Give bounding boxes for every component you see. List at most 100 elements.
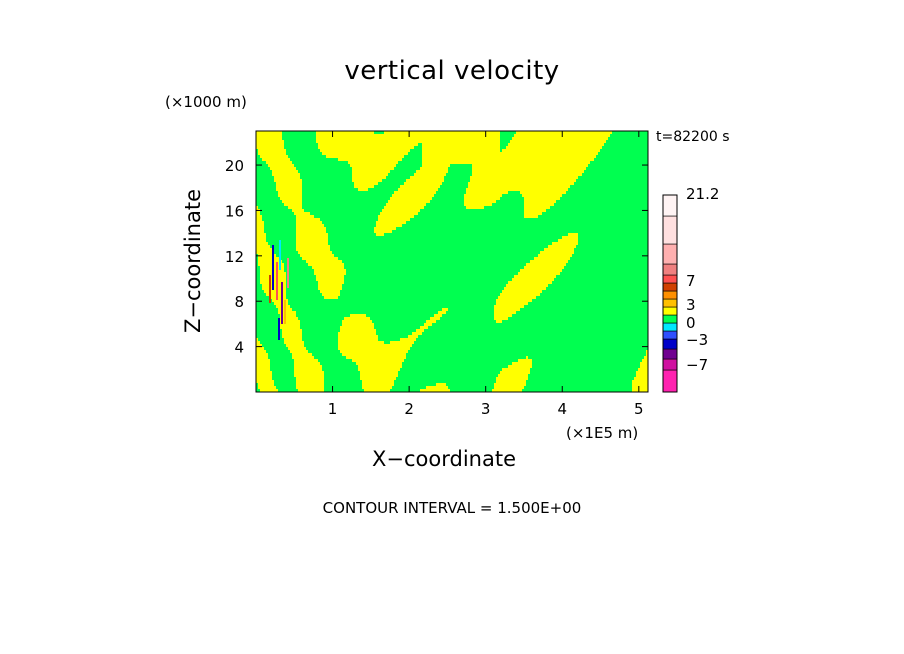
field-band — [382, 209, 420, 212]
field-band — [494, 308, 520, 311]
field-band — [258, 263, 284, 266]
field-band — [318, 146, 414, 149]
field-band — [524, 209, 546, 212]
field-band — [282, 332, 302, 335]
field-band — [422, 158, 594, 161]
field-band — [256, 137, 282, 140]
field-band — [296, 215, 314, 218]
field-band — [318, 143, 418, 146]
field-band — [276, 188, 302, 191]
field-band — [426, 386, 448, 389]
field-band — [354, 185, 374, 188]
field-band — [256, 131, 282, 134]
field-band — [632, 389, 648, 392]
field-band — [294, 368, 322, 371]
field-band — [256, 365, 270, 368]
field-band — [256, 227, 264, 230]
field-band — [526, 356, 528, 359]
field-band — [256, 377, 272, 380]
field-band — [280, 317, 298, 320]
field-disturbance — [278, 318, 280, 340]
field-band — [256, 338, 258, 341]
field-band — [422, 146, 500, 149]
x-tick-label: 1 — [328, 400, 338, 418]
field-band — [316, 140, 500, 143]
field-band — [314, 269, 346, 272]
field-band — [352, 173, 388, 176]
field-disturbance — [281, 282, 283, 324]
field-band — [416, 170, 448, 173]
colorbar-level — [662, 194, 678, 217]
field-band — [296, 383, 324, 386]
field-band — [494, 305, 524, 308]
field-band — [646, 353, 648, 356]
field-band — [384, 206, 424, 209]
field-band — [496, 302, 528, 305]
field-band — [350, 314, 366, 317]
field-band — [512, 362, 532, 365]
x-tick-label: 4 — [557, 400, 567, 418]
field-band — [256, 215, 262, 218]
colorbar-level — [662, 274, 678, 284]
field-band — [634, 377, 648, 380]
field-band — [296, 227, 326, 230]
field-band — [272, 173, 300, 176]
field-band — [378, 218, 410, 221]
field-band — [438, 311, 446, 314]
field-band — [362, 380, 394, 383]
field-band — [296, 245, 330, 248]
field-band — [510, 140, 606, 143]
field-band — [524, 200, 556, 203]
field-band — [642, 359, 648, 362]
field-band — [256, 380, 274, 383]
field-band — [492, 389, 522, 392]
field-band — [262, 158, 290, 161]
colorbar-level — [662, 306, 678, 316]
field-band — [318, 281, 344, 284]
field-band — [352, 179, 382, 182]
field-band — [496, 320, 502, 323]
field-band — [278, 191, 302, 194]
colorbar-frame — [662, 194, 678, 393]
field-band — [282, 329, 302, 332]
field-band — [322, 293, 340, 296]
field-band — [316, 137, 500, 140]
field-band — [472, 173, 582, 176]
field-band — [322, 152, 408, 155]
field-band — [422, 164, 450, 167]
field-band — [306, 260, 342, 263]
y-tick-label: 4 — [234, 339, 244, 357]
field-band — [338, 347, 410, 350]
field-band — [408, 335, 418, 338]
field-band — [500, 293, 540, 296]
field-band — [500, 371, 530, 374]
field-band — [258, 257, 280, 260]
field-band — [256, 212, 260, 215]
field-band — [410, 176, 444, 179]
field-disturbance — [279, 240, 281, 270]
field-band — [360, 377, 396, 380]
field-band — [390, 197, 432, 200]
field-disturbance — [272, 245, 274, 290]
field-band — [386, 203, 426, 206]
time-label: t=82200 s — [656, 129, 730, 145]
field-band — [360, 374, 398, 377]
field-band — [518, 359, 532, 362]
field-band — [508, 281, 552, 284]
field-band — [422, 149, 500, 152]
field-band — [338, 341, 384, 344]
field-band — [558, 239, 578, 242]
field-band — [384, 131, 500, 134]
field-band — [472, 164, 588, 167]
field-band — [256, 146, 284, 149]
field-band — [276, 182, 302, 185]
field-band — [316, 275, 344, 278]
field-band — [258, 254, 276, 257]
field-band — [294, 362, 320, 365]
field-band — [358, 188, 368, 191]
field-band — [524, 206, 550, 209]
field-band — [464, 200, 496, 203]
field-band — [376, 224, 402, 227]
field-band — [544, 248, 574, 251]
field-band — [640, 362, 648, 365]
